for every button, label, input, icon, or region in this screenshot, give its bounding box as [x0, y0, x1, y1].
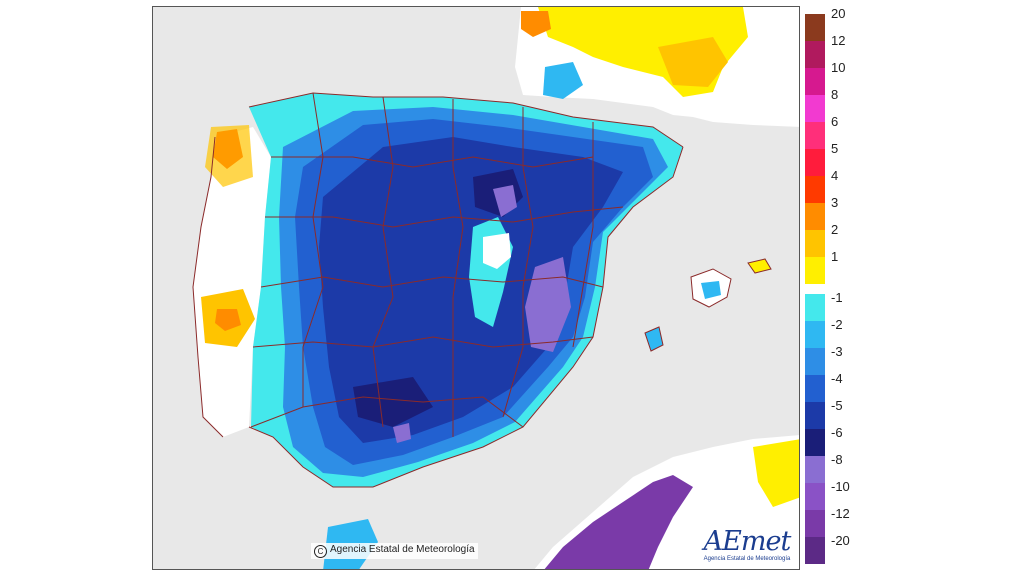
france-hot-spot [521, 11, 551, 37]
portugal-landmass [193, 127, 271, 437]
galicia-warm-ring [205, 125, 253, 187]
legend-label-positive-7: 3 [831, 195, 839, 210]
legend-label-negative-7: -10 [831, 479, 850, 494]
spain-anomaly-minus8-a [493, 185, 517, 217]
legend-label-negative-2: -3 [831, 344, 843, 359]
legend-swatch-negative-2 [805, 348, 825, 375]
legend-swatch-positive-9 [805, 257, 825, 284]
legend-swatch-positive-7 [805, 203, 825, 230]
legend-swatch-positive-5 [805, 149, 825, 176]
temperature-anomaly-map: C Agencia Estatal de Meteorología AEmet A… [152, 6, 800, 570]
legend-swatch-negative-4 [805, 402, 825, 429]
copyright-notice: C Agencia Estatal de Meteorología [311, 543, 478, 559]
legend-label-negative-4: -5 [831, 398, 843, 413]
legend-label-positive-4: 6 [831, 114, 839, 129]
legend-label-negative-3: -4 [831, 371, 843, 386]
legend-swatch-negative-6 [805, 456, 825, 483]
aemet-logo: AEmet Agencia Estatal de Meteorología [701, 528, 793, 563]
copyright-icon: C [314, 545, 327, 558]
legend-label-positive-9: 1 [831, 249, 839, 264]
legend-label-negative-1: -2 [831, 317, 843, 332]
africa-warm-anomaly [753, 439, 799, 507]
legend-label-positive-8: 2 [831, 222, 839, 237]
spain-neutral-spot [483, 233, 511, 269]
legend-swatch-positive-3 [805, 95, 825, 122]
spain-anomaly-minus8-c [393, 423, 411, 443]
legend-swatch-negative-9 [805, 537, 825, 564]
legend-label-negative-9: -20 [831, 533, 850, 548]
spain-anomaly-minus6-b [353, 377, 433, 427]
ibiza [644, 326, 664, 352]
map-canvas [153, 7, 799, 569]
legend-swatch-positive-0 [805, 14, 825, 41]
menorca [747, 258, 772, 274]
legend-swatch-positive-4 [805, 122, 825, 149]
legend-label-negative-5: -6 [831, 425, 843, 440]
france-warm-anomaly-2 [658, 37, 728, 87]
legend-swatch-negative-1 [805, 321, 825, 348]
province-borders [192, 92, 684, 488]
legend-label-positive-5: 5 [831, 141, 839, 156]
legend-swatch-positive-6 [805, 176, 825, 203]
legend-label-negative-8: -12 [831, 506, 850, 521]
color-legend: 20 12 10 8 6 5 4 3 2 1 -1 -2 -3 -4 -5 -6 -8 -10 -12 -20 [805, 7, 865, 566]
legend-label-positive-0: 20 [831, 6, 846, 21]
portugal-hot-spot [215, 309, 241, 331]
legend-label-negative-6: -8 [831, 452, 843, 467]
legend-swatch-positive-2 [805, 68, 825, 95]
legend-label-positive-6: 4 [831, 168, 839, 183]
legend-swatch-negative-7 [805, 483, 825, 510]
legend-swatch-positive-1 [805, 41, 825, 68]
legend-swatch-negative-5 [805, 429, 825, 456]
legend-swatch-negative-8 [805, 510, 825, 537]
legend-swatch-positive-8 [805, 230, 825, 257]
aemet-logo-subtitle: Agencia Estatal de Meteorología [703, 556, 791, 562]
mallorca-cool [701, 281, 721, 299]
africa-cold-anomaly [544, 475, 693, 569]
copyright-text: Agencia Estatal de Meteorología [330, 544, 475, 555]
aemet-logo-mark: AEmet [703, 526, 792, 557]
legend-label-positive-3: 8 [831, 87, 839, 102]
legend-label-negative-0: -1 [831, 290, 843, 305]
france-cool-patch [543, 62, 583, 99]
spain-anomaly-minus8-b [525, 257, 571, 352]
legend-label-positive-2: 10 [831, 60, 846, 75]
legend-label-positive-1: 12 [831, 33, 846, 48]
legend-swatch-negative-0 [805, 294, 825, 321]
legend-swatch-negative-3 [805, 375, 825, 402]
